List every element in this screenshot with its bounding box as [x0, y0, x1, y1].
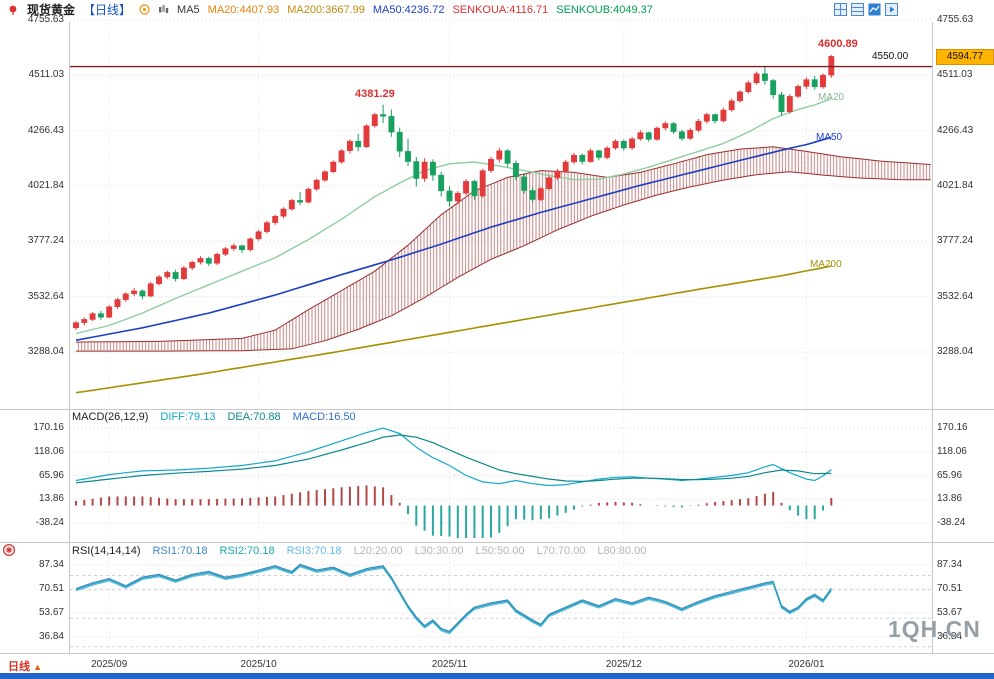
rsi-l20-label: L20:20.00 [353, 545, 403, 557]
rsi3-value: RSI3:70.18 [286, 545, 342, 557]
indicator-senkoub-value: SENKOUB:4049.37 [556, 3, 653, 16]
ma20-line-label: MA20 [818, 92, 845, 103]
bottom-scrollbar[interactable] [0, 673, 994, 679]
rsi-panel-header: RSI(14,14,14) RSI1:70.18 RSI2:70.18 RSI3… [72, 545, 646, 557]
high-price-annotation: 4600.89 [818, 38, 858, 50]
indicator-ma200-value: MA200:3667.99 [287, 3, 365, 16]
bottom-bar: 日线 ▲ [0, 656, 994, 673]
chart-type-icon[interactable] [868, 3, 881, 16]
period-selector[interactable]: 【日线】 [83, 3, 132, 17]
rsi2-value: RSI2:70.18 [219, 545, 275, 557]
ma200-line-label: MA200 [810, 259, 842, 270]
symbol-name: 现货黄金 [27, 3, 76, 17]
period-tab-daily[interactable]: 日线 ▲ [8, 658, 42, 674]
indicator-icon[interactable] [158, 4, 169, 15]
rsi-l70-label: L70:70.00 [536, 545, 586, 557]
indicator-senkoua-value: SENKOUA:4116.71 [452, 3, 549, 16]
rsi-title: RSI(14,14,14) [72, 545, 141, 557]
macd-title: MACD(26,12,9) [72, 411, 149, 423]
rows-layout-icon[interactable] [851, 3, 864, 16]
indicator-settings-icon[interactable] [2, 543, 16, 562]
indicator-ma5-label: MA5 [177, 3, 200, 16]
alert-line-label: 4550.00 [872, 51, 909, 62]
indicator-ma50-value: MA50:4236.72 [372, 3, 445, 16]
chart-toolbar [834, 3, 898, 16]
macd-dea-value: DEA:70.88 [227, 411, 281, 423]
expand-panel-icon[interactable] [885, 3, 898, 16]
grid-layout-icon[interactable] [834, 3, 847, 16]
macd-panel-header: MACD(26,12,9) DIFF:79.13 DEA:70.88 MACD:… [72, 411, 356, 423]
rsi-l80-label: L80:80.00 [597, 545, 647, 557]
rsi-l30-label: L30:30.00 [414, 545, 464, 557]
macd-diff-value: DIFF:79.13 [160, 411, 216, 423]
peak-price-annotation: 4381.29 [355, 88, 395, 100]
indicator-ma20-value: MA20:4407.93 [207, 3, 280, 16]
watermark: 1QH.CN [888, 616, 981, 642]
ma50-line-label: MA50 [816, 132, 843, 143]
last-price-tag: 4594.77 [936, 49, 994, 65]
macd-hist-value: MACD:16.50 [292, 411, 356, 423]
rsi-l50-label: L50:50.00 [475, 545, 525, 557]
alert-icon[interactable] [139, 4, 150, 15]
period-tab-label: 日线 [8, 661, 30, 673]
pin-icon[interactable] [7, 4, 19, 16]
rsi1-value: RSI1:70.18 [152, 545, 208, 557]
chart-header: 现货黄金 【日线】 MA5 MA20:4407.93 MA200:3667.99… [0, 0, 994, 19]
chevron-up-icon: ▲ [33, 662, 42, 672]
